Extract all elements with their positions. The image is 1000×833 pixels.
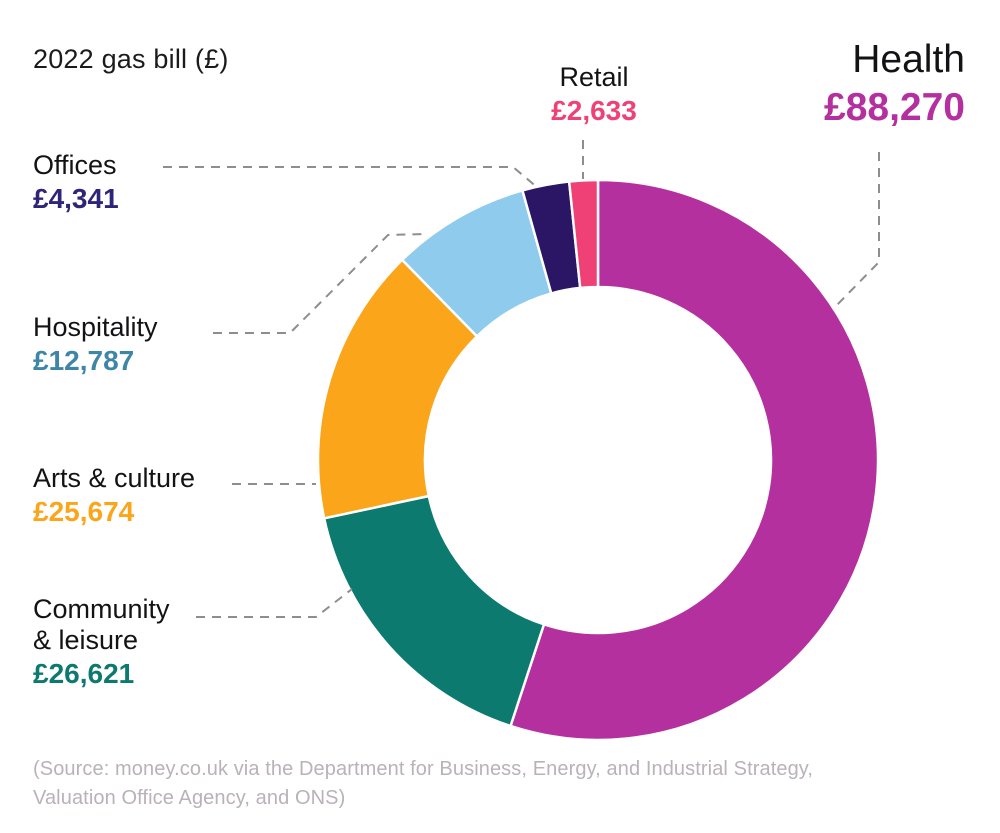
callout-offices-value: £4,341 <box>33 183 119 214</box>
callout-arts-culture: Arts & culture £25,674 <box>33 463 195 530</box>
callout-health-value: £88,270 <box>824 86 965 129</box>
callout-health-label: Health <box>852 38 965 81</box>
callout-retail: Retail £2,633 <box>528 62 660 129</box>
callout-hospitality-label: Hospitality <box>33 312 158 342</box>
callout-arts-culture-value: £25,674 <box>33 496 135 527</box>
callout-hospitality: Hospitality £12,787 <box>33 312 158 379</box>
source-note: (Source: money.co.uk via the Department … <box>33 755 813 813</box>
leader-line-offices <box>163 166 539 189</box>
slice-retail <box>567 178 600 290</box>
callout-retail-value: £2,633 <box>551 95 637 126</box>
callout-offices-label: Offices <box>33 150 117 180</box>
callout-health: Health £88,270 <box>824 36 965 132</box>
callout-community-leisure: Community & leisure £26,621 <box>33 594 191 692</box>
slice-community-leisure <box>322 494 546 728</box>
slice-health <box>509 178 880 742</box>
callout-community-leisure-label: Community & leisure <box>33 594 170 655</box>
callout-arts-culture-label: Arts & culture <box>33 463 196 493</box>
callout-hospitality-value: £12,787 <box>33 345 135 376</box>
leader-line-hospitality <box>213 233 425 334</box>
callout-offices: Offices £4,341 <box>33 150 119 217</box>
chart-title: 2022 gas bill (£) <box>33 44 229 74</box>
source-note-line1: (Source: money.co.uk via the Department … <box>33 758 814 780</box>
callout-community-leisure-value: £26,621 <box>33 658 135 689</box>
callout-retail-label: Retail <box>559 62 629 92</box>
slice-arts-culture <box>316 258 479 520</box>
leader-line-health <box>835 152 880 307</box>
leader-line-community-leisure <box>196 588 353 618</box>
source-note-line2: Valuation Office Agency, and ONS) <box>33 787 346 809</box>
